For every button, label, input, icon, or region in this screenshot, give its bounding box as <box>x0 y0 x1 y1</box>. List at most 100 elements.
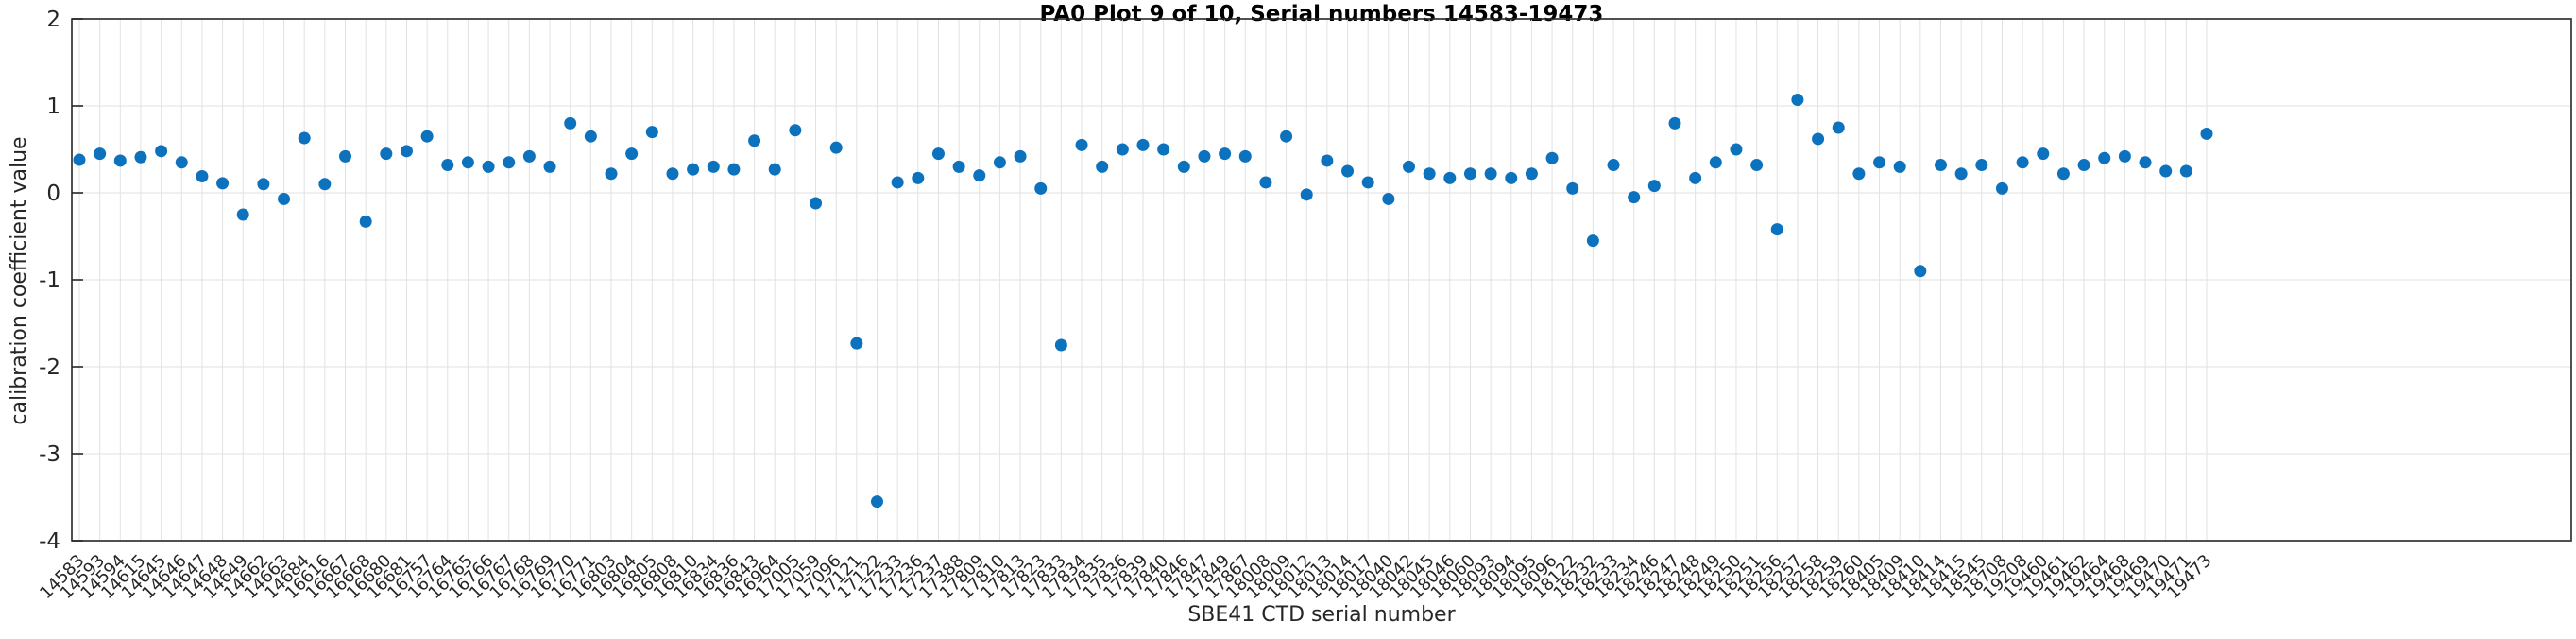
data-point <box>257 178 270 191</box>
data-point <box>420 130 434 143</box>
data-point <box>1628 191 1641 204</box>
data-point <box>1709 156 1722 169</box>
data-point <box>1321 154 1334 167</box>
data-point <box>1341 164 1355 178</box>
data-point <box>850 337 863 350</box>
y-tick-label: 2 <box>46 8 60 32</box>
data-point <box>768 163 781 176</box>
data-point <box>1505 171 1518 184</box>
data-point <box>1484 167 1497 181</box>
data-point <box>543 160 556 173</box>
data-point <box>1423 167 1436 181</box>
data-point <box>1096 160 1109 173</box>
y-tick-label: -2 <box>39 355 60 380</box>
data-point <box>94 147 107 161</box>
data-point <box>2179 164 2192 178</box>
data-point <box>1607 159 1620 172</box>
y-tick-label: 0 <box>46 181 60 206</box>
data-point <box>1525 167 1538 181</box>
data-point <box>1198 149 1211 163</box>
data-point <box>829 141 843 154</box>
data-point <box>625 147 639 161</box>
data-point <box>973 169 986 182</box>
data-point <box>1566 181 1579 195</box>
data-point <box>298 131 311 145</box>
data-point <box>2159 164 2173 178</box>
data-point <box>1770 223 1783 236</box>
data-point <box>1873 156 1886 169</box>
data-point <box>1689 171 1702 184</box>
data-point <box>2200 127 2213 140</box>
data-point <box>1382 192 1395 205</box>
data-point <box>912 171 925 184</box>
data-point <box>931 147 945 161</box>
data-point <box>1935 159 1947 172</box>
data-point <box>522 149 536 163</box>
data-point <box>134 150 147 164</box>
data-point <box>1668 116 1681 130</box>
data-point <box>1995 181 2008 195</box>
data-point <box>1054 338 1067 352</box>
data-point <box>359 215 372 228</box>
y-tick-label: 1 <box>46 95 60 119</box>
data-point <box>216 177 230 190</box>
data-point <box>155 145 168 158</box>
data-point <box>441 159 454 172</box>
data-point <box>2056 167 2070 181</box>
data-point <box>2016 156 2029 169</box>
data-point <box>339 149 351 163</box>
data-point <box>871 495 883 509</box>
data-point <box>2077 159 2090 172</box>
data-point <box>687 163 700 176</box>
data-point <box>1852 167 1866 181</box>
data-point <box>789 124 802 137</box>
y-tick-label: -1 <box>39 268 60 293</box>
data-point <box>1545 151 1559 164</box>
data-point <box>1463 167 1476 181</box>
data-point <box>952 160 965 173</box>
data-point <box>645 126 658 139</box>
data-point <box>1893 160 1906 173</box>
chart-title: PA0 Plot 9 of 10, Serial numbers 14583-1… <box>1039 2 1604 26</box>
y-tick-label: -4 <box>39 529 60 554</box>
data-point <box>278 192 291 205</box>
data-point <box>605 167 618 181</box>
data-point <box>564 116 577 130</box>
data-point <box>318 178 332 191</box>
data-point <box>1014 149 1027 163</box>
data-point <box>1586 234 1599 248</box>
data-point <box>113 154 127 167</box>
data-point <box>1954 167 1968 181</box>
data-point <box>400 145 413 158</box>
data-point <box>810 197 823 210</box>
data-point <box>1157 143 1170 156</box>
data-point <box>1300 188 1313 201</box>
data-point <box>1730 143 1743 156</box>
data-point <box>2118 149 2131 163</box>
data-point <box>196 170 209 183</box>
data-point <box>1136 138 1150 151</box>
data-point <box>1647 180 1661 193</box>
data-point <box>707 160 720 173</box>
data-point <box>236 208 249 221</box>
data-point <box>2098 151 2111 164</box>
data-point <box>666 167 679 181</box>
data-point <box>1219 147 1232 161</box>
data-point <box>1361 176 1374 189</box>
data-point <box>1791 94 1804 107</box>
data-point <box>748 134 761 147</box>
data-point <box>1177 160 1190 173</box>
data-point <box>1280 130 1293 143</box>
x-axis-label: SBE41 CTD serial number <box>1187 603 1456 627</box>
data-point <box>1075 138 1088 151</box>
data-point <box>993 156 1006 169</box>
data-point <box>1034 181 1048 195</box>
data-point <box>1443 171 1457 184</box>
data-point <box>2139 156 2152 169</box>
data-point <box>1116 143 1129 156</box>
data-point <box>1812 132 1825 146</box>
data-point <box>175 156 188 169</box>
y-tick-label: -3 <box>39 442 60 467</box>
